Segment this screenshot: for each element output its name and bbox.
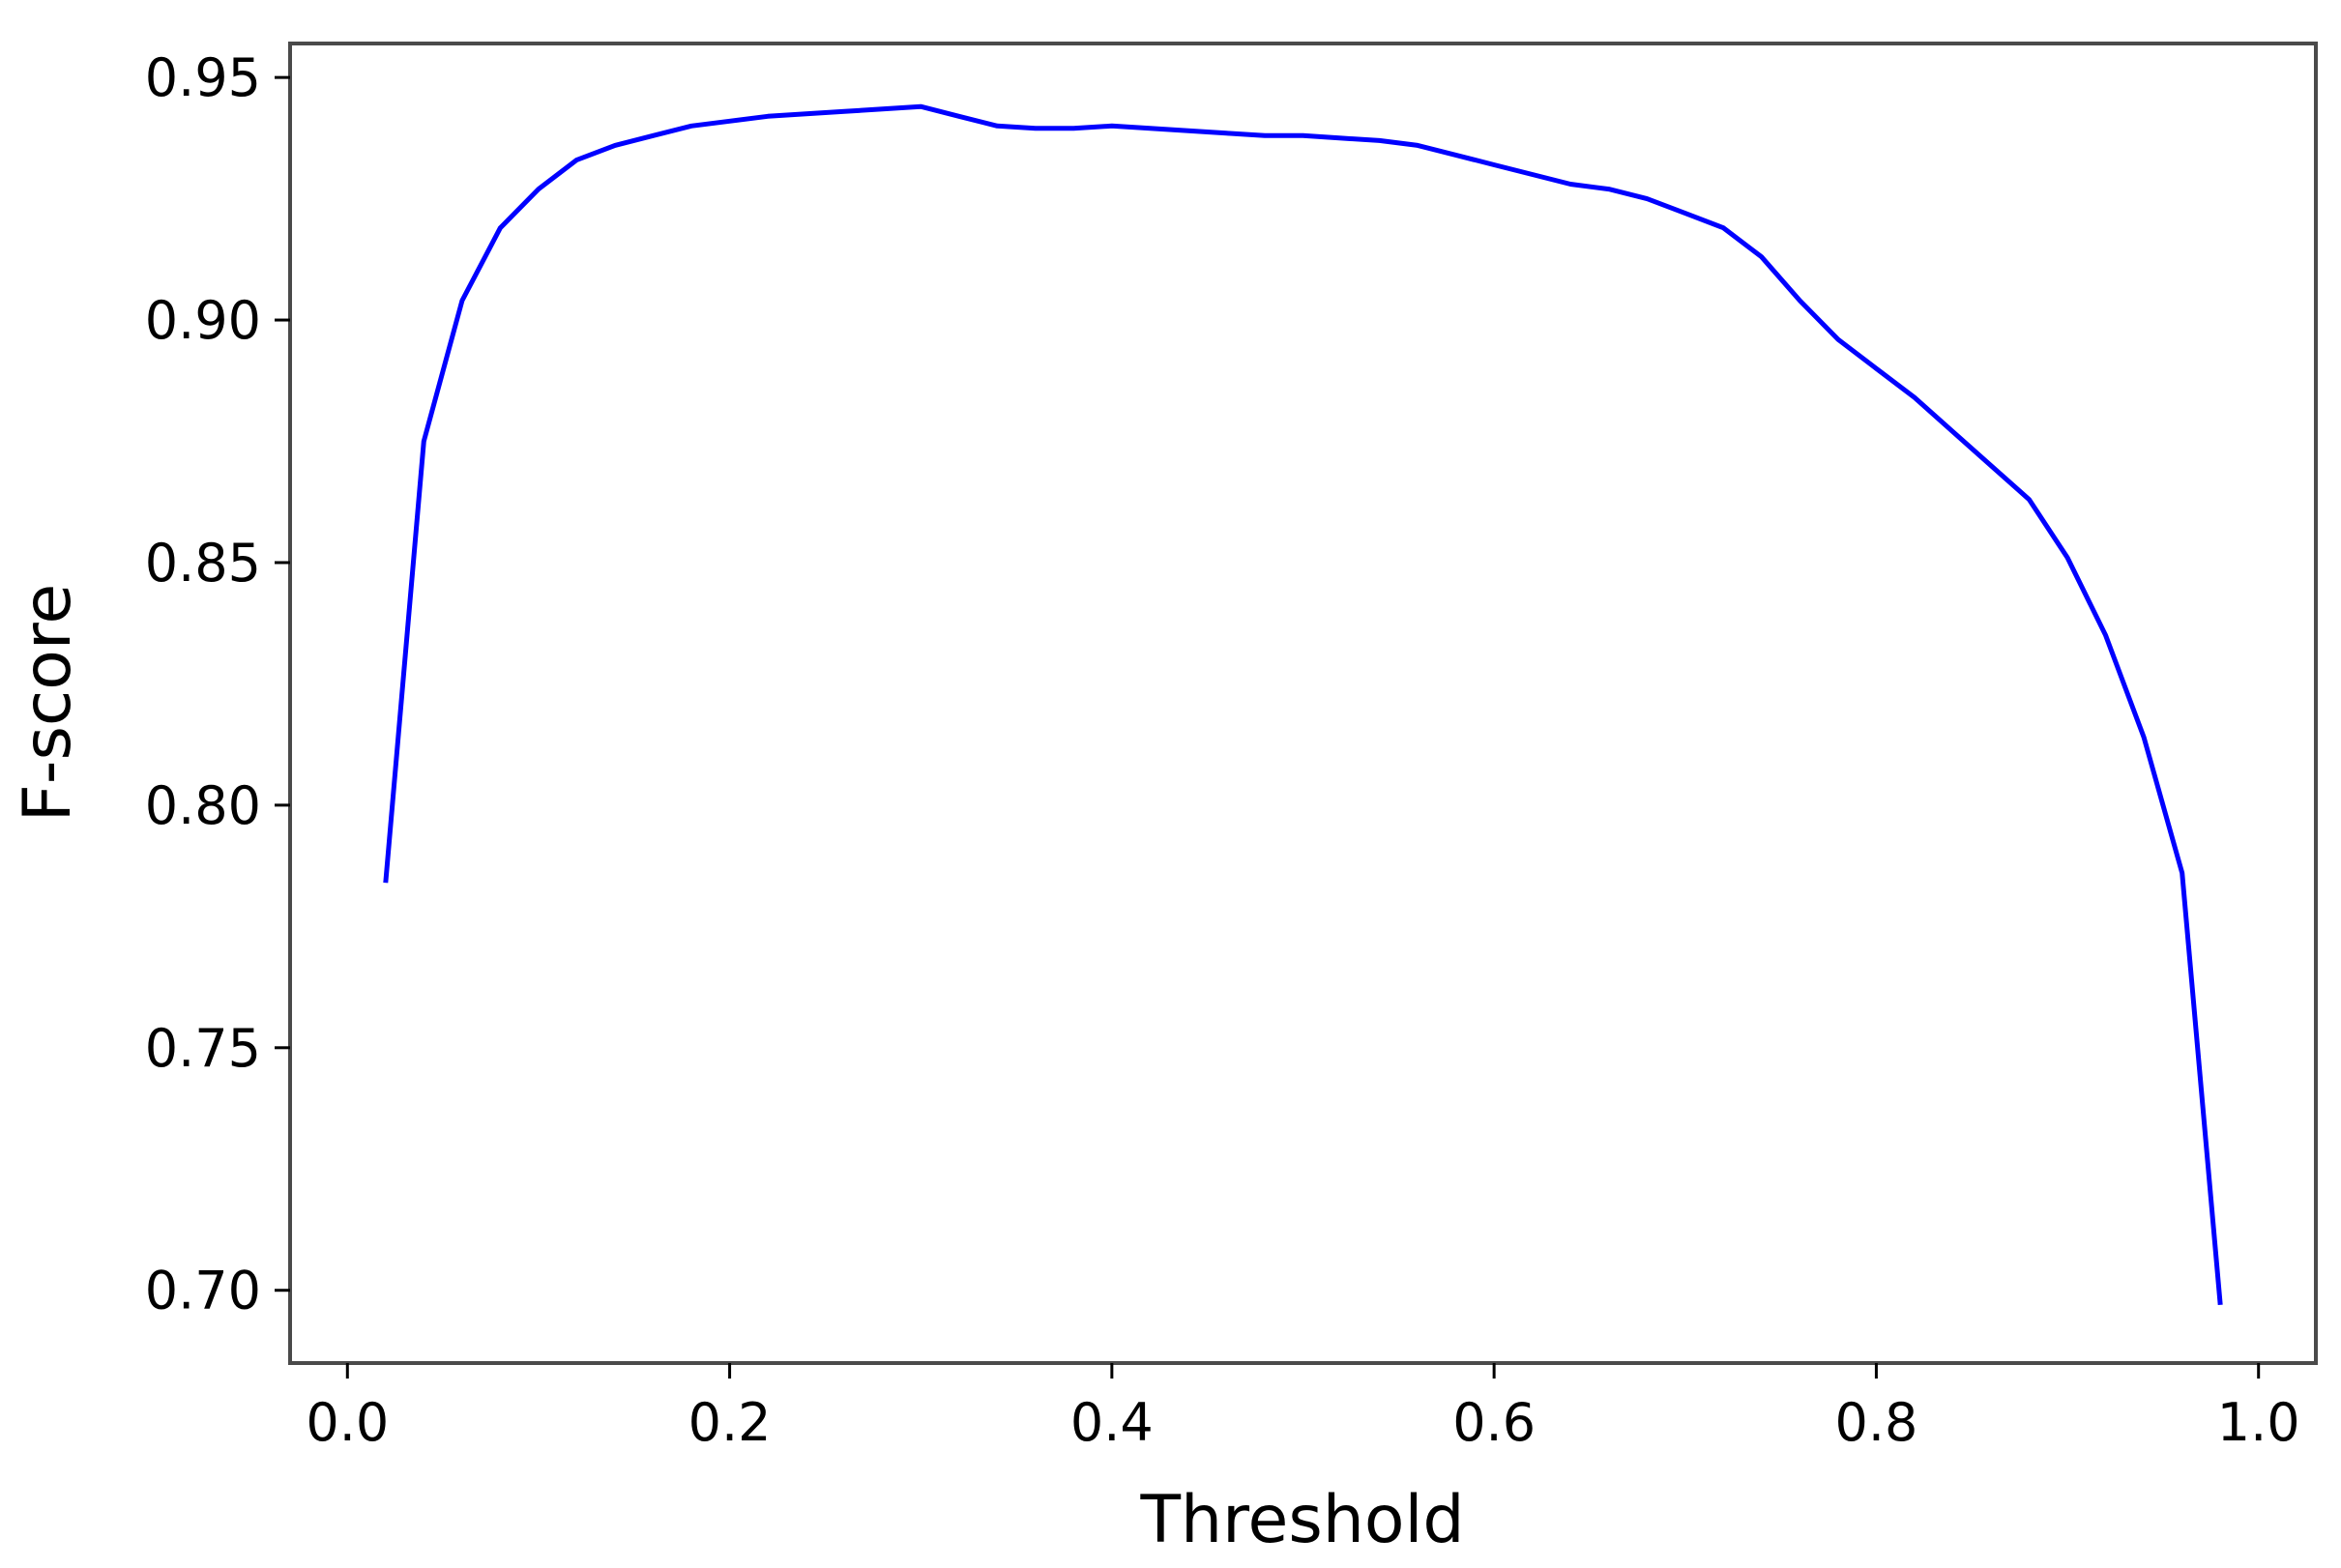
series-line bbox=[383, 103, 2223, 1306]
x-axis: 0.0 0.2 0.4 0.6 0.8 1.0 bbox=[306, 1363, 2300, 1453]
y-tick-label: 0.80 bbox=[145, 775, 261, 836]
y-axis-label: F-score bbox=[10, 584, 86, 822]
x-tick-label: 0.8 bbox=[1834, 1392, 1917, 1453]
y-axis: 0.70 0.75 0.80 0.85 0.90 0.95 bbox=[145, 47, 290, 1321]
series-layer bbox=[383, 103, 2223, 1306]
x-tick-label: 0.0 bbox=[306, 1392, 389, 1453]
x-tick-label: 0.4 bbox=[1070, 1392, 1154, 1453]
y-tick-label: 0.95 bbox=[145, 47, 261, 108]
x-tick-label: 0.6 bbox=[1452, 1392, 1536, 1453]
y-tick-label: 0.75 bbox=[145, 1018, 261, 1079]
y-tick-label: 0.90 bbox=[145, 290, 261, 351]
y-tick-label: 0.85 bbox=[145, 533, 261, 594]
x-tick-label: 0.2 bbox=[688, 1392, 772, 1453]
y-tick-label: 0.70 bbox=[145, 1261, 261, 1321]
x-axis-label: Threshold bbox=[1139, 1482, 1464, 1558]
x-tick-label: 1.0 bbox=[2217, 1392, 2300, 1453]
plot-area bbox=[288, 42, 2318, 1365]
